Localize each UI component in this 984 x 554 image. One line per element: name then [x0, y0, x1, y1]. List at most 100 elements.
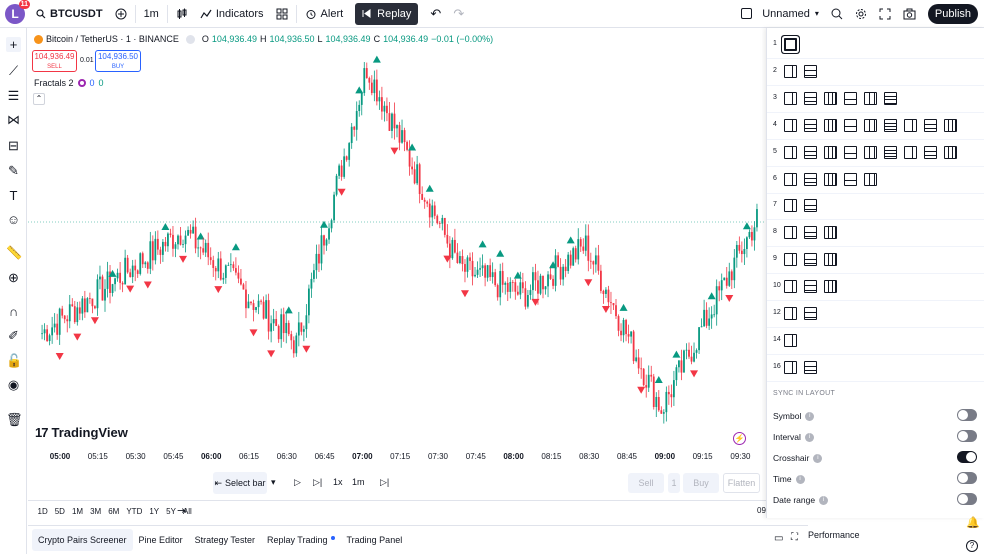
pattern-icon[interactable]: ⋈ — [7, 112, 20, 127]
sell-quick-button[interactable]: 104,936.49 SELL — [32, 50, 77, 72]
fullscreen-button[interactable] — [873, 0, 897, 28]
sync-toggle-switch[interactable] — [957, 430, 977, 442]
layout-option-icon[interactable] — [784, 307, 797, 320]
jump-to-realtime-button[interactable]: ▷| — [380, 477, 390, 487]
indicator-settings-icon[interactable] — [77, 79, 86, 87]
text-icon[interactable]: T — [9, 188, 18, 203]
select-bar-button[interactable]: ⇤ Select bar — [213, 472, 267, 494]
snapshot-button[interactable] — [897, 0, 922, 28]
layout-option-icon[interactable] — [804, 118, 817, 132]
interval-button[interactable]: 1m — [143, 7, 159, 20]
layout-option-icon[interactable] — [864, 118, 877, 132]
lock-icon[interactable]: 🔓 — [6, 353, 23, 368]
tab-crypto-pairs-screener[interactable]: Crypto Pairs Screener — [32, 529, 133, 551]
layout-option-icon[interactable] — [944, 118, 957, 132]
quick-search-button[interactable] — [825, 0, 849, 28]
lightning-icon[interactable]: ⚡ — [733, 432, 746, 445]
sync-toggle-switch[interactable] — [957, 409, 977, 421]
layout-option-icon[interactable] — [844, 91, 857, 105]
sync-toggle-switch[interactable] — [957, 493, 977, 505]
info-icon[interactable]: i — [813, 453, 823, 463]
undo-button[interactable]: ↶ — [430, 5, 442, 21]
user-avatar[interactable]: L 11 — [5, 0, 30, 24]
compare-add-button[interactable] — [109, 0, 133, 28]
sync-toggle-switch[interactable] — [957, 451, 977, 463]
trash-icon[interactable]: 🗑 — [6, 412, 23, 427]
range-5y[interactable]: 5Y — [166, 507, 176, 516]
layout-option-icon[interactable] — [804, 360, 817, 374]
layout-select[interactable]: Unnamed ▾ — [735, 0, 825, 28]
layout-option-icon[interactable] — [844, 172, 857, 186]
replay-button[interactable]: Replay — [355, 2, 419, 25]
zoom-in-icon[interactable]: ⊕ — [8, 270, 19, 285]
layout-option-icon[interactable] — [804, 91, 817, 105]
layout-option-icon[interactable] — [884, 91, 897, 105]
templates-button[interactable] — [270, 0, 294, 28]
layout-option-icon[interactable] — [784, 38, 797, 51]
layout-option-icon[interactable] — [884, 145, 897, 159]
buy-quick-button[interactable]: 104,936.50 BUY — [95, 50, 141, 72]
magnet-icon[interactable]: ∩ — [8, 304, 19, 319]
bell-icon[interactable]: 🔔 — [966, 517, 980, 529]
symbol-search[interactable]: BTCUSDT — [30, 0, 109, 28]
emoji-icon[interactable]: ☺ — [6, 212, 21, 227]
forecast-icon[interactable]: ⊟ — [8, 138, 19, 153]
flatten-button[interactable]: Flatten — [723, 473, 760, 493]
layout-option-icon[interactable] — [804, 226, 817, 240]
layout-option-icon[interactable] — [804, 199, 817, 213]
layout-option-icon[interactable] — [804, 307, 817, 320]
layout-option-icon[interactable] — [864, 172, 877, 186]
info-icon[interactable]: i — [819, 495, 829, 505]
layout-option-icon[interactable] — [924, 118, 937, 132]
play-button[interactable]: ▷ — [294, 477, 301, 487]
layout-option-icon[interactable] — [784, 360, 797, 374]
layout-option-icon[interactable] — [804, 64, 817, 78]
settings-button[interactable] — [849, 0, 873, 28]
sync-toggle-switch[interactable] — [957, 472, 977, 484]
hide-eye-icon[interactable] — [185, 34, 195, 44]
maximize-panel-icon[interactable]: ⛶ — [791, 532, 798, 543]
layout-option-icon[interactable] — [824, 280, 837, 294]
crosshair-icon[interactable]: + — [6, 37, 21, 52]
layout-option-icon[interactable] — [784, 226, 797, 240]
indicator-legend[interactable]: Fractals 2 0 0 — [34, 78, 104, 88]
goto-date-icon[interactable]: ⇥ — [177, 505, 187, 517]
layout-option-icon[interactable] — [904, 145, 917, 159]
layout-option-icon[interactable] — [844, 118, 857, 132]
layout-option-icon[interactable] — [784, 253, 797, 267]
tab-strategy-tester[interactable]: Strategy Tester — [194, 535, 255, 545]
layout-option-icon[interactable] — [804, 145, 817, 159]
layout-option-icon[interactable] — [884, 118, 897, 132]
layout-option-icon[interactable] — [824, 226, 837, 240]
replay-qty-input[interactable]: 1 — [668, 473, 680, 493]
layout-option-icon[interactable] — [804, 172, 817, 186]
layout-option-icon[interactable] — [844, 145, 857, 159]
range-1d[interactable]: 1D — [37, 507, 48, 516]
step-forward-button[interactable]: ▷| — [313, 477, 323, 487]
layout-option-icon[interactable] — [784, 280, 797, 294]
tab-trading-panel[interactable]: Trading Panel — [346, 535, 403, 545]
range-1m[interactable]: 1M — [71, 507, 84, 516]
layout-option-icon[interactable] — [784, 91, 797, 105]
speed-button[interactable]: 1x — [333, 477, 343, 487]
range-3m[interactable]: 3M — [90, 507, 102, 516]
stay-drawing-icon[interactable]: ✐ — [8, 328, 19, 343]
range-5d[interactable]: 5D — [54, 507, 65, 516]
layout-option-icon[interactable] — [784, 199, 797, 213]
layout-option-icon[interactable] — [784, 172, 797, 186]
tab-pine-editor[interactable]: Pine Editor — [138, 535, 183, 545]
layout-option-icon[interactable] — [864, 145, 877, 159]
range-6m[interactable]: 6M — [108, 507, 120, 516]
layout-option-icon[interactable] — [824, 118, 837, 132]
replay-sell-button[interactable]: Sell — [628, 473, 664, 493]
layout-option-icon[interactable] — [784, 64, 797, 78]
layout-option-icon[interactable] — [924, 145, 937, 159]
layout-option-icon[interactable] — [824, 172, 837, 186]
chart-type-button[interactable] — [170, 0, 194, 28]
range-1y[interactable]: 1Y — [149, 507, 160, 516]
collapse-legend-button[interactable]: ⌃ — [33, 93, 45, 105]
time-axis[interactable]: 05:00 05:15 05:30 05:45 06:00 06:15 06:30 06:45… — [28, 448, 766, 468]
alert-button[interactable]: Alert — [299, 0, 350, 28]
replay-buy-button[interactable]: Buy — [683, 473, 719, 493]
redo-button[interactable]: ↷ — [453, 5, 465, 21]
